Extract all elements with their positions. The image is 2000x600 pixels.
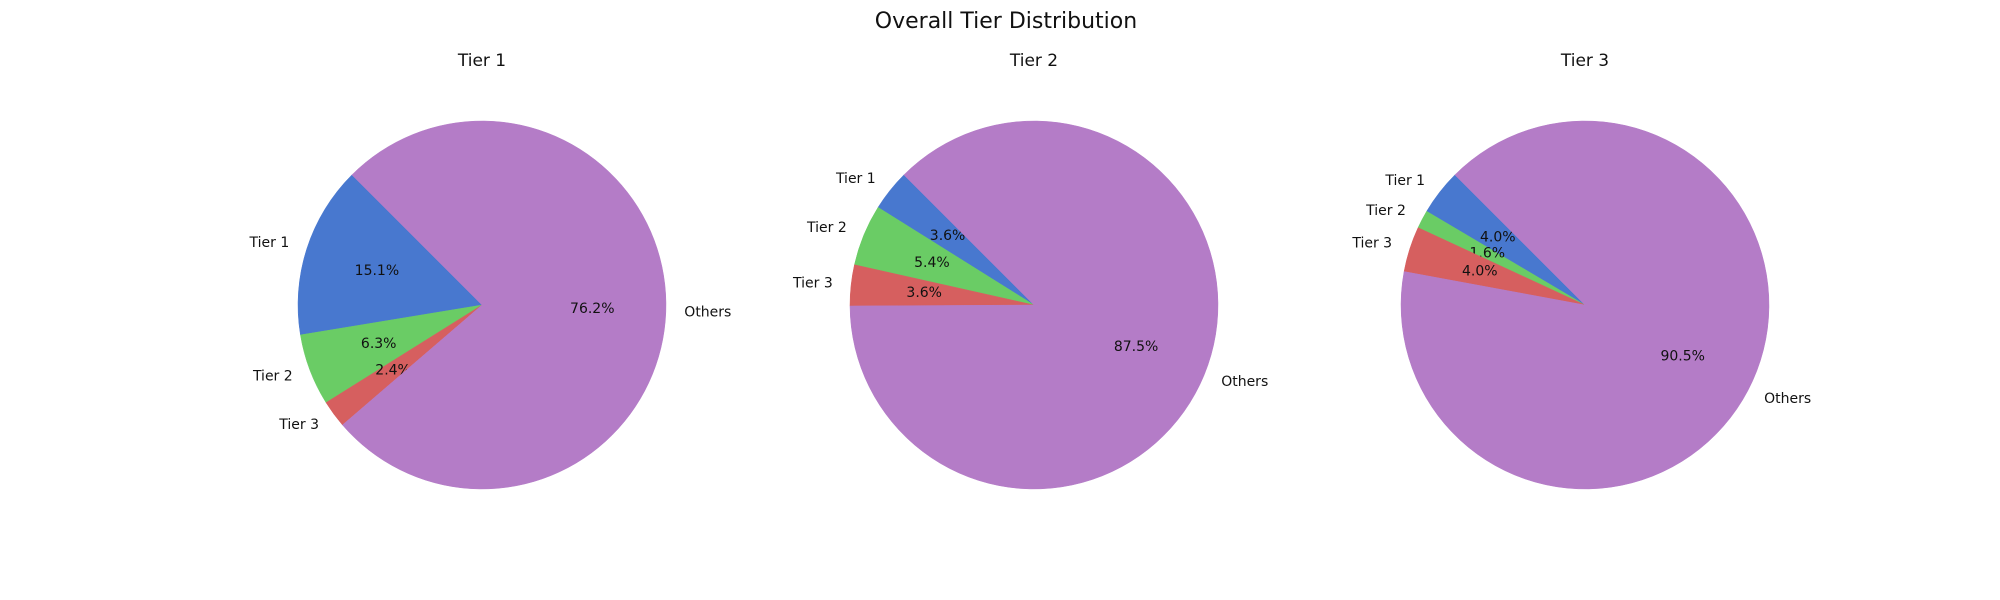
slice-label-tier-1: Tier 1 <box>249 235 290 251</box>
pie-title: Tier 1 <box>457 51 506 71</box>
slice-label-tier-3: Tier 3 <box>792 275 833 291</box>
slice-percent-tier-1: 15.1% <box>355 263 399 279</box>
pie-title: Tier 2 <box>1009 51 1058 71</box>
slice-percent-tier-3: 3.6% <box>906 285 942 301</box>
slice-label-tier-2: Tier 2 <box>252 369 293 385</box>
pie-slice-others <box>849 120 1219 490</box>
pie-slice-others <box>1400 120 1770 490</box>
slice-percent-tier-2: 6.3% <box>361 336 397 352</box>
slice-percent-others: 87.5% <box>1114 339 1158 355</box>
slice-label-others: Others <box>1221 374 1268 390</box>
slice-label-tier-2: Tier 2 <box>806 220 847 236</box>
slice-percent-tier-1: 4.0% <box>1480 229 1516 245</box>
slice-label-tier-1: Tier 1 <box>835 171 876 187</box>
slice-percent-others: 90.5% <box>1660 348 1704 364</box>
pie-slice-tier-1 <box>297 174 483 336</box>
pie-title: Tier 3 <box>1560 51 1609 71</box>
pie-slice-others <box>342 120 667 490</box>
figure-title: Overall Tier Distribution <box>875 9 1137 34</box>
slice-label-tier-1: Tier 1 <box>1384 173 1425 189</box>
slice-percent-tier-3: 4.0% <box>1462 264 1498 280</box>
slice-label-tier-3: Tier 3 <box>1351 236 1392 252</box>
pie-panel-tier-2: Tier 2 Tier 1 3.6% Tier 2 5.4% Tier 3 3.6% Othe… <box>792 51 1268 490</box>
slice-label-others: Others <box>1764 391 1811 407</box>
slice-percent-tier-1: 3.6% <box>930 228 966 244</box>
slice-percent-tier-2: 5.4% <box>914 255 950 271</box>
slice-label-tier-3: Tier 3 <box>278 417 319 433</box>
slice-label-tier-2: Tier 2 <box>1365 203 1406 219</box>
slice-percent-others: 76.2% <box>570 301 614 317</box>
slice-label-others: Others <box>684 305 731 321</box>
